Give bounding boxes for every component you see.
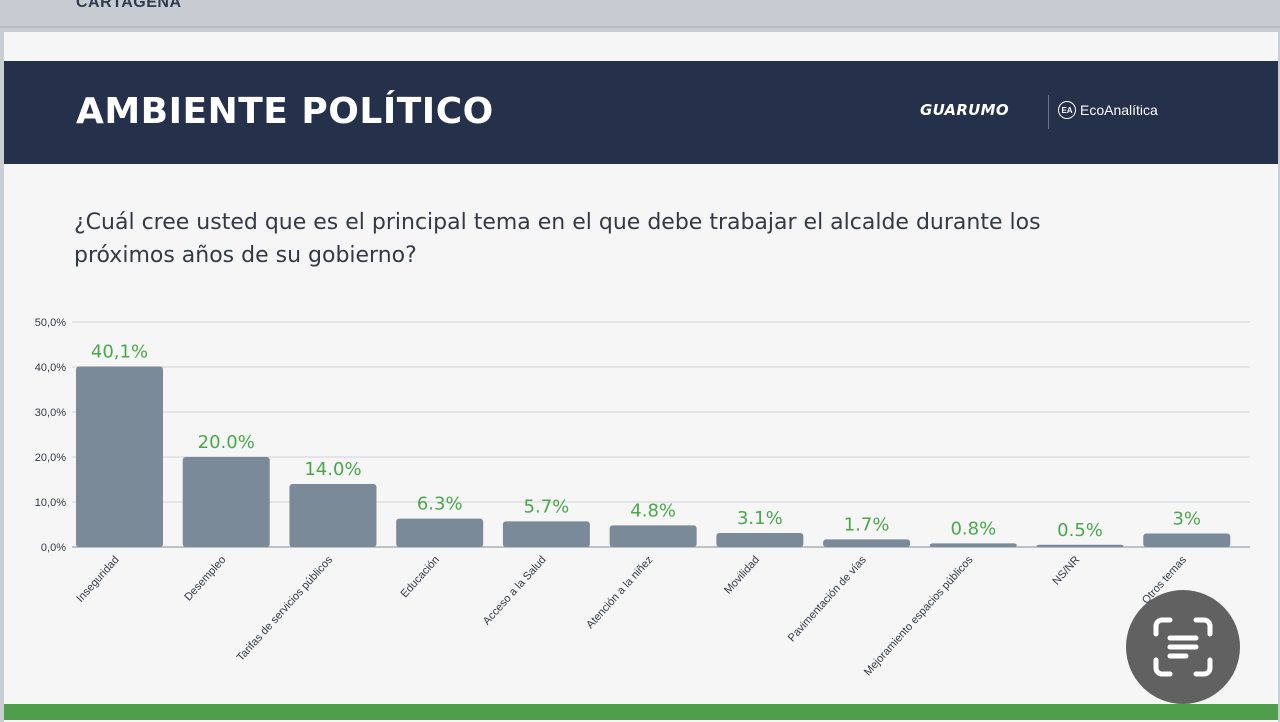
data-label: 0.8% <box>950 518 996 539</box>
x-tick-label: Movilidad <box>722 554 762 597</box>
data-label: 1.7% <box>844 514 890 535</box>
bar <box>289 484 377 547</box>
ecoanalitica-logo-text: EcoAnalítica <box>1080 102 1158 118</box>
ecoanalitica-badge-icon: EA <box>1058 101 1076 119</box>
data-label: 14.0% <box>304 459 361 480</box>
x-tick-label: Inseguridad <box>74 554 121 605</box>
y-tick-label: 30,0% <box>35 407 66 419</box>
x-tick-label: Pavimentación de vías <box>786 554 869 645</box>
top-strip: CARTAGENA <box>0 0 1280 28</box>
slide-title: AMBIENTE POLÍTICO <box>76 91 494 132</box>
logo-divider <box>1048 95 1049 129</box>
guarumo-logo: GUARUMO <box>920 101 1009 119</box>
y-tick-label: 50,0% <box>35 317 66 329</box>
bar <box>609 525 697 547</box>
bar <box>396 518 484 547</box>
bar <box>929 543 1017 547</box>
data-label: 0.5% <box>1057 520 1103 541</box>
x-tick-label: Educación <box>399 554 442 600</box>
survey-question: ¿Cuál cree usted que es el principal tem… <box>74 210 1041 268</box>
footer-bar <box>4 704 1278 720</box>
data-label: 40,1% <box>91 342 148 363</box>
data-label: 20.0% <box>198 432 255 453</box>
bar <box>502 521 590 547</box>
x-tick-label: Acceso a la Salud <box>481 554 549 627</box>
bar <box>182 457 270 547</box>
x-tick-label: Desempleo <box>182 554 228 603</box>
x-tick-label: Atención a la niñez <box>584 554 655 631</box>
bar <box>1036 544 1124 547</box>
text-scan-button[interactable] <box>1126 590 1240 704</box>
data-label: 3% <box>1172 509 1201 530</box>
y-tick-label: 10,0% <box>35 497 66 509</box>
y-tick-label: 40,0% <box>35 362 66 374</box>
bar <box>716 533 804 547</box>
y-tick-label: 0,0% <box>41 542 66 554</box>
y-tick-label: 20,0% <box>35 452 66 464</box>
data-label: 4.8% <box>630 500 676 521</box>
bar <box>823 539 911 547</box>
bar <box>76 366 163 547</box>
x-tick-label: NS/NR <box>1050 554 1082 588</box>
slide-header: AMBIENTE POLÍTICO GUARUMO EA EcoAnalític… <box>4 61 1278 164</box>
x-tick-label: Mejoramiento espacios públicos <box>862 554 976 679</box>
bar <box>1143 533 1231 547</box>
text-scan-icon <box>1153 617 1213 677</box>
data-label: 5.7% <box>524 496 570 517</box>
ecoanalitica-logo: EA EcoAnalítica <box>1058 101 1158 119</box>
city-label: CARTAGENA <box>76 0 182 11</box>
x-tick-label: Tarifas de servicios públicos <box>235 554 336 664</box>
data-label: 6.3% <box>417 494 463 515</box>
data-label: 3.1% <box>737 508 783 529</box>
